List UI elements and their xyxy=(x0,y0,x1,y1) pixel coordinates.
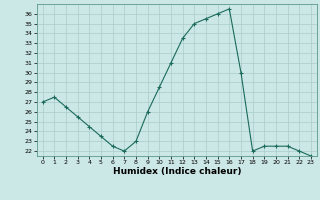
X-axis label: Humidex (Indice chaleur): Humidex (Indice chaleur) xyxy=(113,167,241,176)
